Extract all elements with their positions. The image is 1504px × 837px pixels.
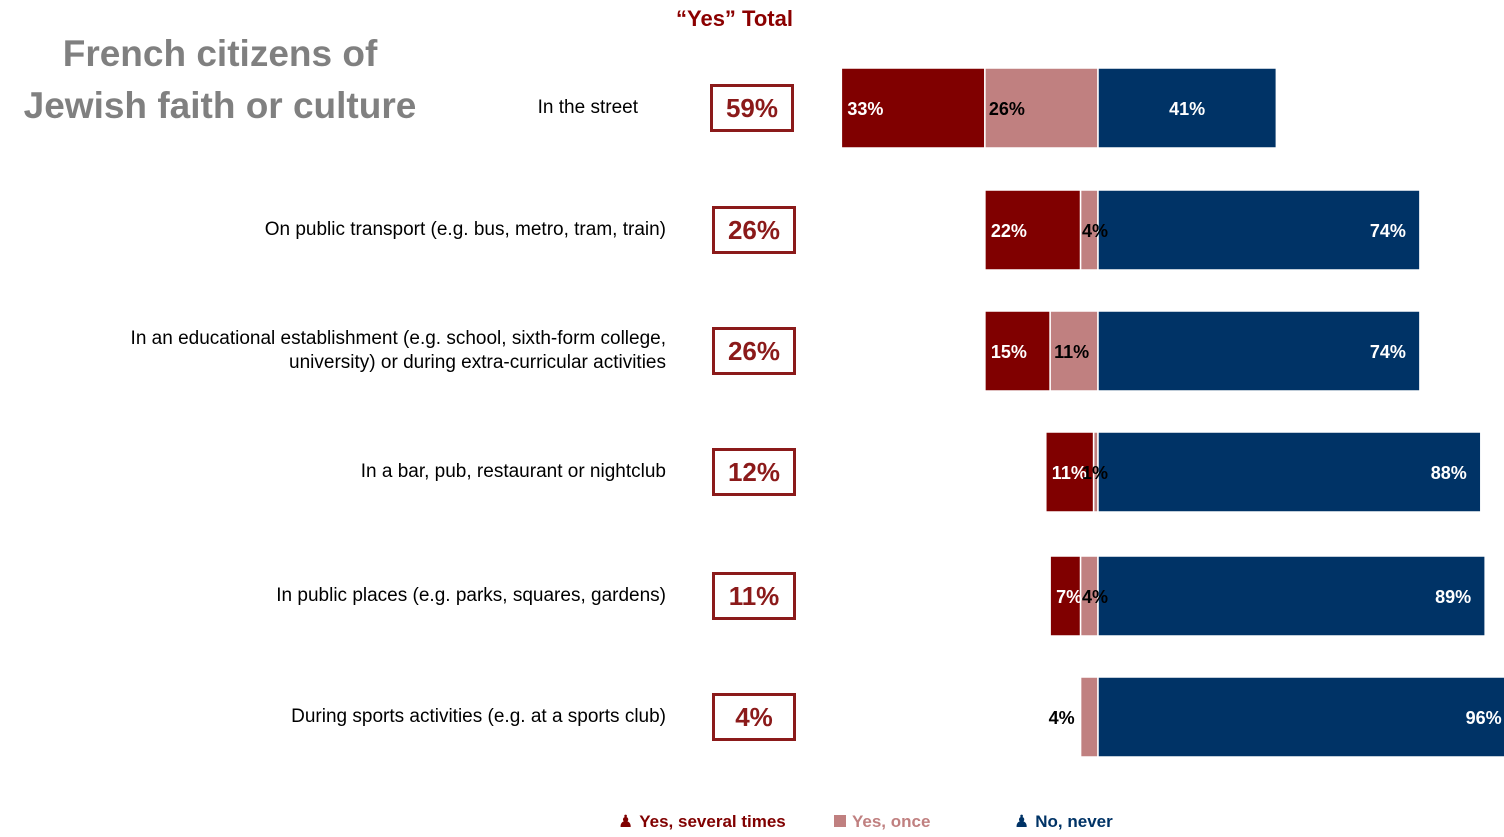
bar-label-once: 26%	[989, 99, 1025, 119]
yes-total-box: 26%	[712, 327, 796, 375]
bar-never	[1097, 676, 1504, 758]
legend-label-once: Yes, once	[852, 812, 931, 831]
bar-never	[1097, 431, 1482, 513]
bar-label-once: 4%	[1049, 708, 1075, 728]
legend: ♟ Yes, several times Yes, once ♟ No, never	[0, 812, 1504, 836]
bar-chart: 33% 26% 41%22% 4% 74%15% 11% 74%11%1% 88%7% 4% 89…	[840, 67, 1504, 758]
bar-label-once: 4%	[1082, 221, 1108, 241]
category-label-line: In an educational establishment (e.g. sc…	[130, 328, 666, 349]
yes-total-box: 26%	[712, 206, 796, 254]
bar-label-once: 1%	[1082, 463, 1108, 483]
bar-never	[1097, 189, 1421, 271]
bar-label-never: 89%	[1435, 587, 1471, 607]
person-icon: ♟	[618, 812, 634, 831]
yes-total-box: 4%	[712, 693, 796, 741]
bar-label-several: 33%	[847, 99, 883, 119]
chart-title: French citizens of Jewish faith or cultu…	[0, 28, 440, 132]
bar-several	[984, 310, 1051, 392]
legend-item-never: ♟ No, never	[1014, 812, 1113, 832]
bar-once	[1049, 310, 1099, 392]
category-label: In a bar, pub, restaurant or nightclub	[361, 460, 666, 484]
bar-several	[984, 189, 1082, 271]
category-label: In an educational establishment (e.g. sc…	[131, 327, 666, 375]
bar-label-several: 15%	[991, 342, 1027, 362]
bar-label-several: 11%	[1052, 463, 1087, 483]
category-label: During sports activities (e.g. at a spor…	[291, 705, 666, 729]
bar-label-never: 88%	[1431, 463, 1467, 483]
chart-title-line-1: French citizens of	[62, 33, 378, 74]
category-label-line: In a bar, pub, restaurant or nightclub	[360, 461, 666, 482]
category-label: In public places (e.g. parks, squares, g…	[276, 584, 666, 608]
category-label-line: In the street	[537, 97, 638, 118]
yes-total-box: 12%	[712, 448, 796, 496]
legend-label-several: Yes, several times	[639, 812, 786, 831]
chart-title-line-2: Jewish faith or culture	[23, 85, 417, 126]
bar-label-several: 7%	[1056, 587, 1082, 607]
category-label: In the street	[538, 96, 638, 120]
category-label-line: university) or during extra-curricular a…	[289, 352, 666, 373]
bar-several	[1045, 431, 1095, 513]
bar-once	[1079, 676, 1099, 758]
category-label-line: In public places (e.g. parks, squares, g…	[276, 585, 666, 606]
bar-label-never: 41%	[1169, 99, 1205, 119]
bar-label-once: 11%	[1054, 342, 1089, 362]
category-label-line: During sports activities (e.g. at a spor…	[291, 706, 666, 727]
bar-never	[1097, 67, 1278, 149]
bar-label-never: 74%	[1370, 342, 1406, 362]
legend-item-several: ♟ Yes, several times	[618, 812, 786, 832]
category-label: On public transport (e.g. bus, metro, tr…	[265, 218, 666, 242]
yes-total-box: 11%	[712, 572, 796, 620]
person-icon: ♟	[1014, 812, 1030, 831]
bar-label-never: 96%	[1466, 708, 1502, 728]
yes-total-header: “Yes” Total	[676, 6, 793, 31]
bar-never	[1097, 555, 1486, 637]
yes-total-box: 59%	[710, 84, 794, 132]
legend-label-never: No, never	[1035, 812, 1113, 831]
category-label-line: On public transport (e.g. bus, metro, tr…	[264, 219, 666, 240]
legend-item-once: Yes, once	[834, 812, 930, 832]
bar-label-never: 74%	[1370, 221, 1406, 241]
bar-never	[1097, 310, 1421, 392]
bar-label-several: 22%	[991, 221, 1027, 241]
square-icon	[834, 815, 846, 827]
bar-label-once: 4%	[1082, 587, 1108, 607]
